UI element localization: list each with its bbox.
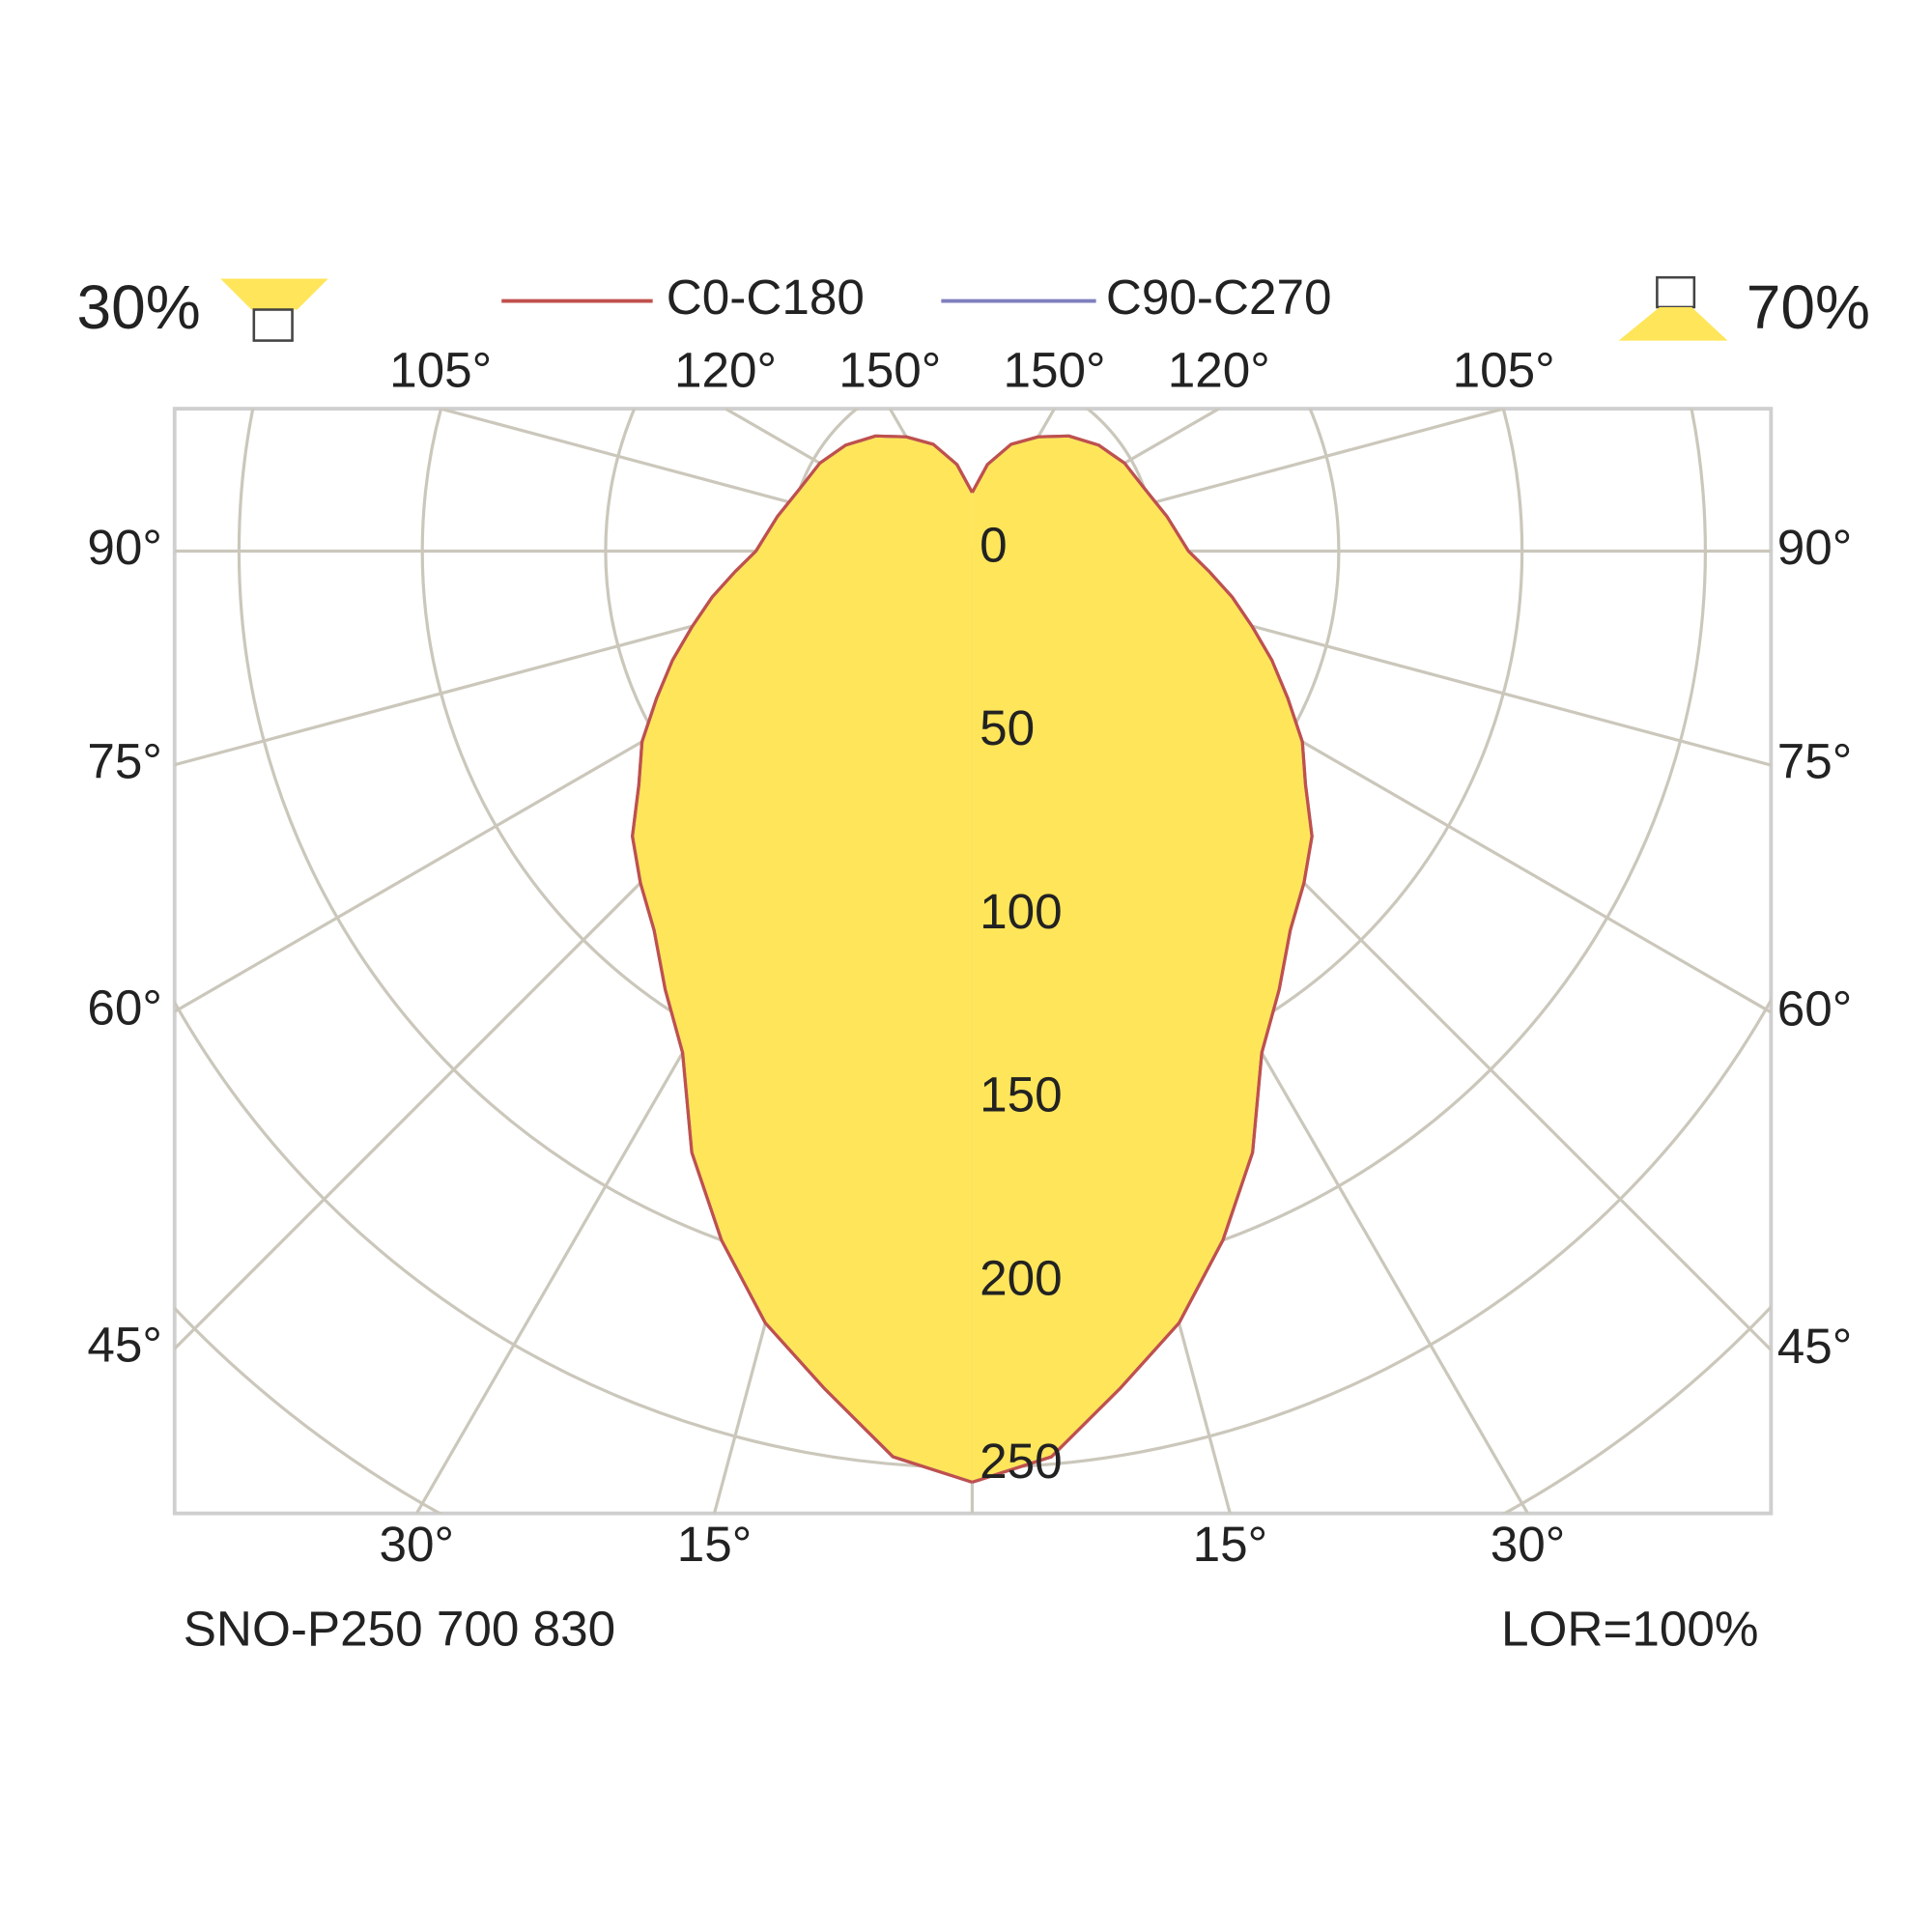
angle-tick-label: 45° — [1777, 1319, 1853, 1374]
intensity-curve — [971, 434, 1314, 1484]
intensity-curve — [631, 434, 974, 1484]
intensity-area — [632, 436, 973, 1483]
angle-tick-label: 45° — [87, 1318, 162, 1373]
legend-label: C0-C180 — [667, 270, 865, 325]
intensity-area — [972, 436, 1313, 1483]
angle-tick-label: 15° — [1193, 1517, 1268, 1572]
r-tick-label: 100 — [980, 884, 1063, 939]
r-tick-label: 200 — [980, 1250, 1063, 1305]
downward-icon — [1618, 306, 1728, 341]
upward-label: 30% — [76, 272, 200, 342]
angle-tick-label: 75° — [87, 733, 162, 788]
angle-tick-label: 90° — [1777, 520, 1853, 575]
r-tick-label: 250 — [980, 1434, 1063, 1489]
labels: 15° 15° 30° 30° 45° 45° 60° 60° 75° 75° 90° 90° 105°… — [87, 343, 1852, 1572]
footer-left: SNO-P250 700 830 — [184, 1601, 615, 1656]
angle-tick-label: 60° — [87, 980, 162, 1036]
angle-tick-label: 60° — [1777, 980, 1853, 1036]
r-tick-label: 150 — [980, 1067, 1063, 1122]
r-tick-label: 0 — [980, 517, 1008, 572]
angle-tick-label: 120° — [674, 343, 777, 398]
curves — [631, 434, 1314, 1484]
angle-tick-label: 105° — [1453, 343, 1555, 398]
legend-label: C90-C270 — [1106, 270, 1332, 325]
angle-tick-label: 75° — [1777, 734, 1853, 789]
angle-tick-label: 30° — [380, 1517, 455, 1572]
r-tick-label: 50 — [980, 700, 1035, 755]
downward-label: 70% — [1747, 272, 1870, 342]
angle-tick-label: 30° — [1491, 1517, 1566, 1572]
luminaire-icon — [1656, 275, 1696, 309]
luminaire-icon — [252, 308, 294, 342]
footer-right: LOR=100% — [1501, 1601, 1758, 1656]
angle-tick-label: 15° — [677, 1517, 753, 1572]
angle-tick-label: 150° — [1004, 343, 1106, 398]
angle-tick-label: 150° — [838, 343, 941, 398]
angle-tick-label: 90° — [87, 520, 162, 575]
angle-tick-label: 120° — [1168, 343, 1270, 398]
angle-tick-label: 105° — [389, 343, 492, 398]
upward-icon — [220, 278, 328, 310]
